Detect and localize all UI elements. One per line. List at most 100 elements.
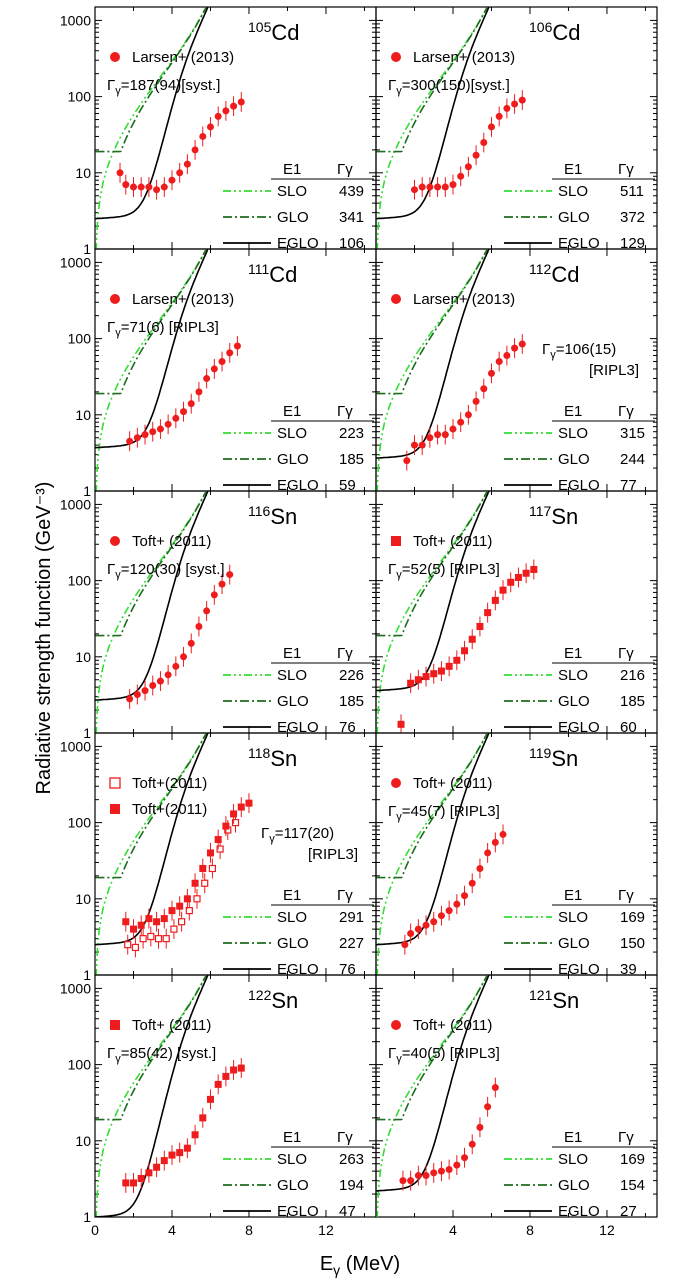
data-point bbox=[145, 183, 153, 191]
data-point bbox=[430, 918, 438, 926]
legend-model-name: EGLO bbox=[277, 477, 319, 494]
glo-curve bbox=[95, 733, 208, 879]
legend-header: E1 bbox=[564, 887, 582, 904]
legend-label: Toft+ (2011) bbox=[413, 533, 492, 550]
data-point bbox=[187, 400, 195, 408]
glo-curve bbox=[376, 249, 489, 395]
data-point bbox=[129, 183, 137, 191]
eglo-curve bbox=[376, 7, 490, 220]
data-point bbox=[129, 1179, 137, 1187]
nucleus-label: 122Sn bbox=[248, 987, 298, 1013]
data-point bbox=[245, 799, 253, 807]
legend-gamma-value: 185 bbox=[339, 693, 364, 710]
legend-gamma-value: 185 bbox=[339, 451, 364, 468]
panel-116sn: 1 10 100 1000 116Sn Toft+ (2011) Γγ=120(30) [s… bbox=[60, 490, 377, 741]
legend-model-name: GLO bbox=[277, 935, 309, 952]
glo-curve bbox=[376, 7, 489, 153]
gamma-annotation: Γγ=40(5) [RIPL3] bbox=[388, 1045, 500, 1065]
data-point bbox=[218, 358, 226, 366]
y-tick-label: 100 bbox=[68, 573, 92, 589]
legend-header: Γγ bbox=[337, 1129, 353, 1146]
plot-frame bbox=[375, 974, 658, 1218]
legend-marker bbox=[110, 804, 120, 814]
data-point bbox=[195, 622, 203, 630]
data-point bbox=[214, 1080, 222, 1088]
y-tick-label: 100 bbox=[68, 815, 92, 831]
data-point bbox=[507, 578, 515, 586]
y-tick-label: 1 bbox=[83, 483, 91, 499]
gamma-annotation: Γγ=52(5) [RIPL3] bbox=[388, 561, 500, 581]
data-point bbox=[122, 181, 130, 189]
data-point bbox=[422, 1172, 430, 1180]
legend-header: Γγ bbox=[618, 403, 634, 420]
data-point bbox=[407, 930, 415, 938]
data-point bbox=[461, 892, 469, 900]
legend-model-name: GLO bbox=[558, 1177, 590, 1194]
data-point bbox=[149, 428, 157, 436]
y-tick-label: 1000 bbox=[60, 12, 91, 28]
y-tick-label: 10 bbox=[75, 407, 91, 423]
slo-curve bbox=[376, 249, 489, 491]
data-point bbox=[156, 425, 164, 433]
legend-header: Γγ bbox=[618, 161, 634, 178]
data-point bbox=[437, 1167, 445, 1175]
legend-header: E1 bbox=[564, 645, 582, 662]
legend-header: E1 bbox=[564, 161, 582, 178]
data-point bbox=[484, 1103, 492, 1111]
legend-gamma-value: 341 bbox=[339, 209, 364, 226]
nucleus-label: 118Sn bbox=[248, 745, 297, 771]
data-point bbox=[230, 102, 238, 110]
data-point bbox=[430, 670, 438, 678]
data-point bbox=[122, 1179, 130, 1187]
legend-model-name: SLO bbox=[277, 183, 307, 200]
slo-curve bbox=[95, 7, 208, 249]
legend-gamma-value: 154 bbox=[620, 1177, 645, 1194]
nucleus-label: 106Cd bbox=[529, 19, 580, 45]
legend-gamma-value: 185 bbox=[620, 693, 645, 710]
legend-marker bbox=[391, 1020, 401, 1030]
data-point bbox=[191, 1131, 199, 1139]
data-point bbox=[149, 682, 157, 690]
data-point bbox=[407, 679, 415, 687]
glo-curve bbox=[376, 975, 489, 1121]
data-point bbox=[518, 96, 526, 104]
legend-label: Larsen+ (2013) bbox=[413, 49, 515, 66]
data-point bbox=[407, 1177, 415, 1185]
legend-model-name: SLO bbox=[277, 909, 307, 926]
panel-118sn: 1 10 100 1000 118Sn Toft+(2011) Toft+(2011) Γγ=… bbox=[60, 732, 377, 983]
data-point bbox=[437, 912, 445, 920]
legend-gamma-value: 223 bbox=[339, 425, 364, 442]
legend-gamma-value: 439 bbox=[339, 183, 364, 200]
legend-model-name: SLO bbox=[558, 667, 588, 684]
data-point bbox=[214, 112, 222, 120]
legend-gamma-value: 263 bbox=[339, 1151, 364, 1168]
legend-model-name: GLO bbox=[558, 935, 590, 952]
y-tick-label: 1000 bbox=[60, 496, 91, 512]
data-point bbox=[180, 408, 188, 416]
legend-model-name: EGLO bbox=[277, 235, 319, 252]
data-point bbox=[137, 921, 145, 929]
data-point bbox=[410, 186, 418, 194]
plot-frame bbox=[94, 6, 377, 250]
data-point bbox=[434, 183, 442, 191]
y-tick-label: 10 bbox=[75, 891, 91, 907]
data-point bbox=[206, 849, 214, 857]
glo-curve bbox=[95, 975, 208, 1121]
legend-model-name: GLO bbox=[558, 209, 590, 226]
data-point bbox=[168, 176, 176, 184]
data-point bbox=[145, 1169, 153, 1177]
legend-model-name: EGLO bbox=[277, 719, 319, 736]
legend-gamma-value: 39 bbox=[620, 961, 637, 978]
nucleus-label: 121Sn bbox=[529, 987, 579, 1013]
data-point bbox=[191, 146, 199, 154]
legend-model-name: GLO bbox=[277, 1177, 309, 1194]
legend-gamma-value: 227 bbox=[339, 935, 364, 952]
data-point bbox=[160, 1157, 168, 1165]
data-point bbox=[401, 941, 409, 949]
legend-gamma-value: 244 bbox=[620, 451, 645, 468]
nucleus-label: 112Cd bbox=[529, 261, 579, 287]
y-tick-label: 10 bbox=[75, 649, 91, 665]
data-point bbox=[222, 1072, 230, 1080]
data-point bbox=[126, 437, 134, 445]
data-point bbox=[476, 1123, 484, 1131]
